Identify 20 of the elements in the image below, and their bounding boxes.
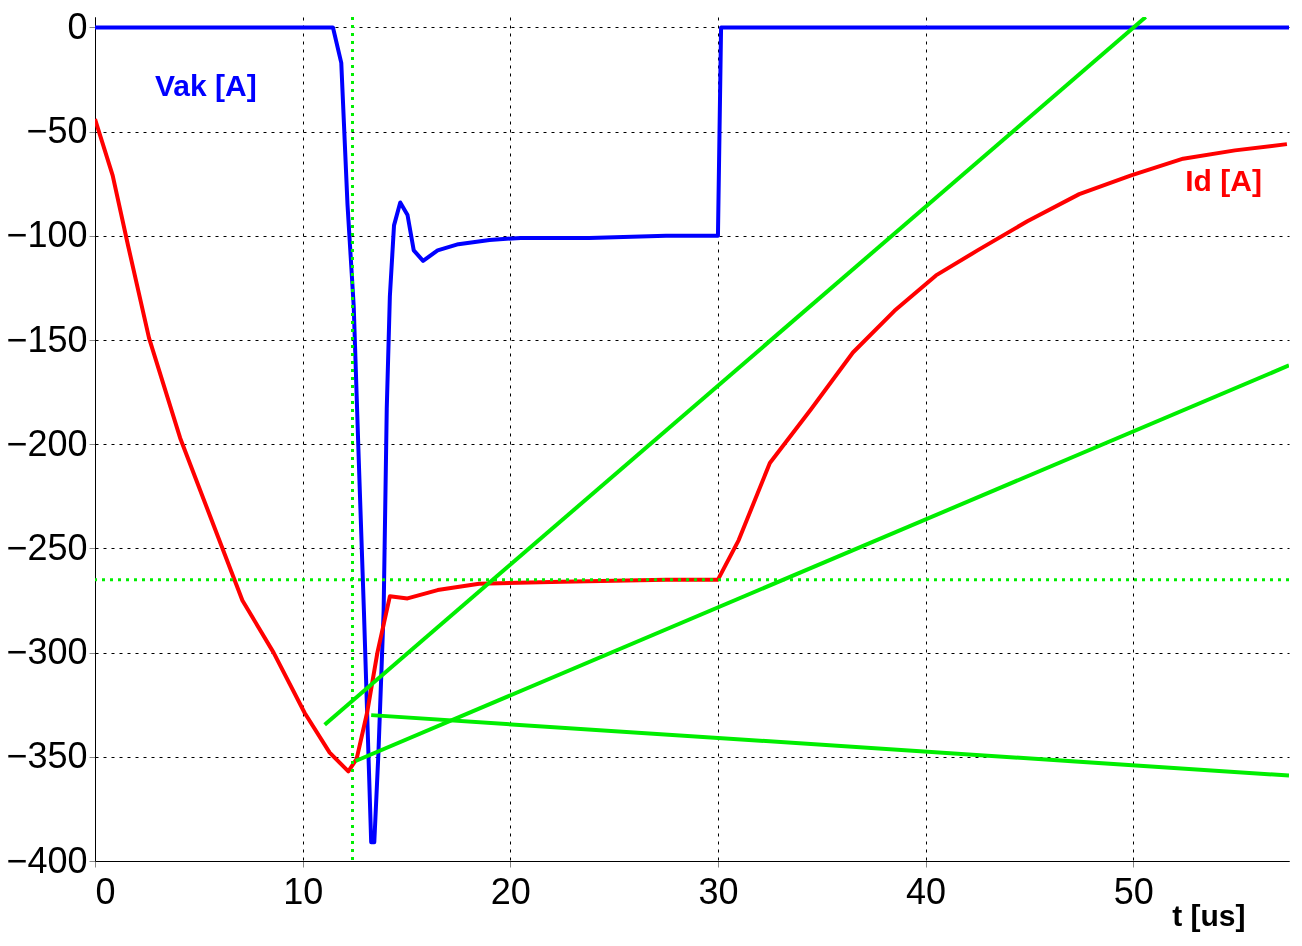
- x-tick-label: 20: [490, 870, 531, 912]
- x-axis-title: t [us]: [1172, 898, 1246, 932]
- x-tick-label: 10: [283, 870, 324, 912]
- x-tick-label: 30: [698, 870, 739, 912]
- y-tick-label: −350: [6, 735, 88, 777]
- y-tick-label: 0: [67, 5, 88, 47]
- line-series: [95, 117, 1289, 774]
- x-tick-label: 40: [906, 870, 947, 912]
- line-series: [95, 25, 1289, 845]
- y-tick-label: −100: [6, 214, 88, 256]
- x-tick-label: 0: [95, 870, 116, 912]
- y-tick-label: −50: [26, 110, 88, 152]
- y-tick-label: −150: [6, 318, 88, 360]
- series-label: Id [A]: [1185, 164, 1262, 198]
- y-tick-label: −200: [6, 422, 88, 464]
- y-tick-label: −300: [6, 631, 88, 673]
- series-label: Vak [A]: [155, 69, 257, 103]
- y-tick-label: −250: [6, 526, 88, 568]
- y-tick-label: −400: [6, 839, 88, 881]
- x-tick-label: 50: [1113, 870, 1154, 912]
